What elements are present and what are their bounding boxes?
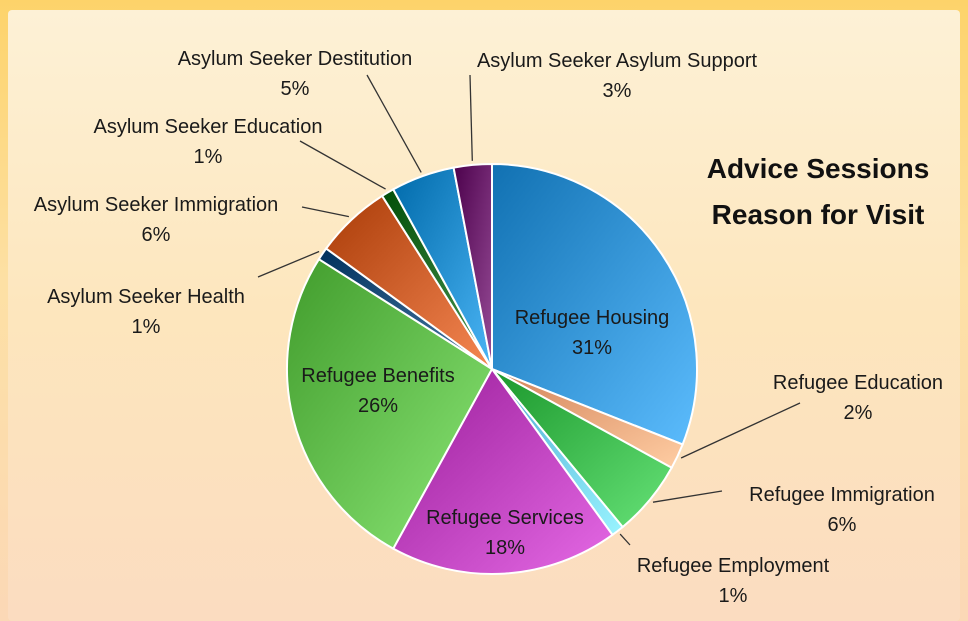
leader-line xyxy=(301,206,350,218)
slice-percent-label: 2% xyxy=(844,402,873,424)
slice-label: Refugee Benefits xyxy=(301,365,454,387)
chart-title: Advice Sessions Reason for Visit xyxy=(668,146,968,238)
slice-percent-label: 1% xyxy=(132,316,161,338)
slice-label: Refugee Immigration xyxy=(749,484,935,506)
slice-percent-label: 3% xyxy=(603,80,632,102)
slice-label: Asylum Seeker Destitution xyxy=(178,48,413,70)
slice-label: Asylum Seeker Education xyxy=(93,116,322,138)
slice-percent-label: 5% xyxy=(281,78,310,100)
slice-label: Asylum Seeker Asylum Support xyxy=(477,50,758,72)
chart-title-line-1: Advice Sessions xyxy=(706,153,930,184)
leader-line xyxy=(619,533,631,546)
leader-line xyxy=(366,74,422,173)
pie-slice-refugee-housing xyxy=(491,162,698,446)
pie-slice-refugee-services xyxy=(391,367,614,575)
leader-line xyxy=(652,490,723,503)
slice-label: Refugee Housing xyxy=(515,307,670,329)
leader-line xyxy=(680,402,801,459)
slice-percent-label: 6% xyxy=(828,514,857,536)
slice-label: Asylum Seeker Health xyxy=(47,286,245,308)
slice-percent-label: 26% xyxy=(358,395,398,417)
slice-label: Refugee Services xyxy=(426,507,584,529)
slice-percent-label: 1% xyxy=(719,585,748,607)
leader-line xyxy=(257,250,320,278)
slice-percent-label: 18% xyxy=(485,537,525,559)
slice-percent-label: 1% xyxy=(194,146,223,168)
chart-title-line-2: Reason for Visit xyxy=(711,199,925,230)
pie-slice-asylum-seeker-asylum-support xyxy=(452,162,493,370)
slice-percent-label: 31% xyxy=(572,337,612,359)
slice-label: Asylum Seeker Immigration xyxy=(34,194,279,216)
pie-slice-refugee-benefits xyxy=(286,257,494,550)
slice-percent-label: 6% xyxy=(142,224,171,246)
leader-line xyxy=(299,140,386,190)
slice-label: Refugee Education xyxy=(773,372,943,394)
slice-label: Refugee Employment xyxy=(637,555,830,577)
leader-line xyxy=(469,74,473,161)
